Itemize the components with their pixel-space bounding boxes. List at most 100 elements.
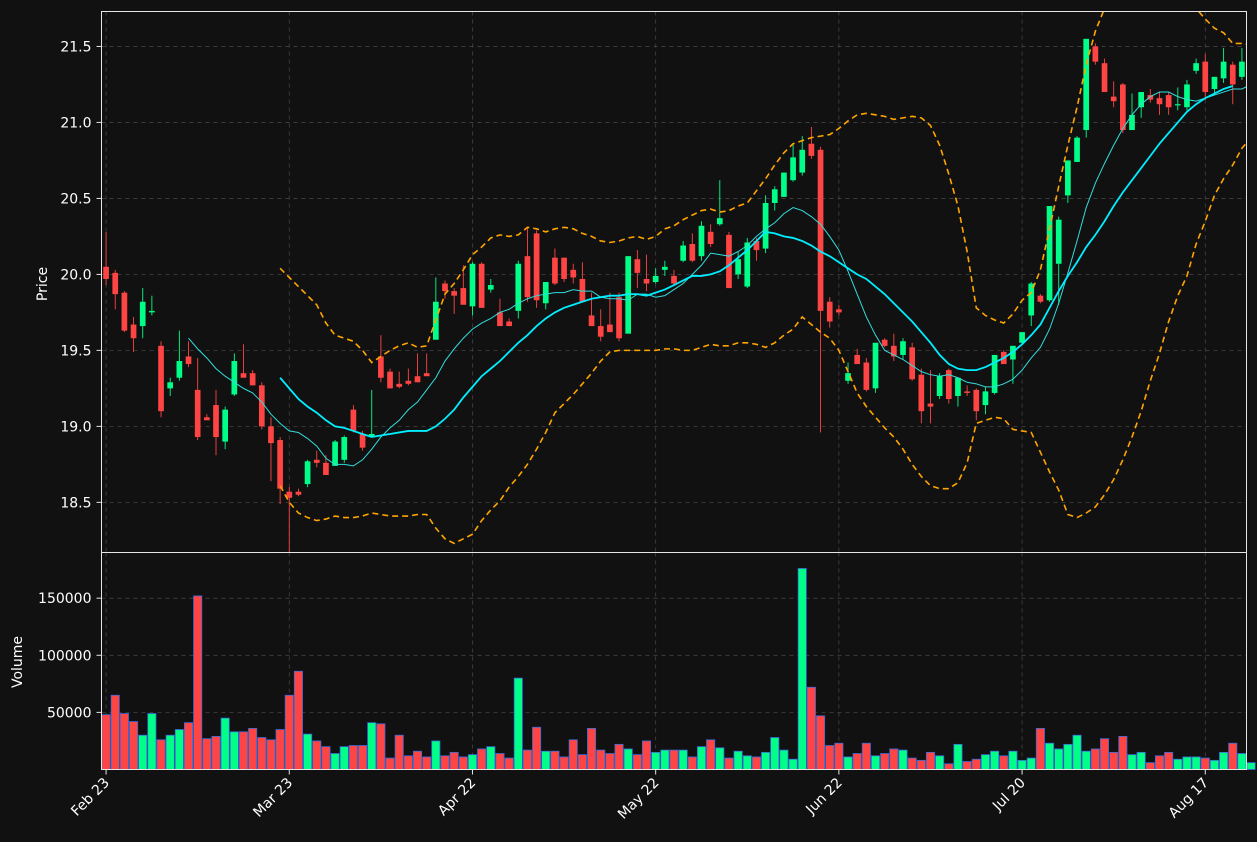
volume-bar — [1136, 751, 1146, 770]
candle-body — [350, 409, 357, 431]
candle-body — [460, 288, 467, 305]
volume-bar — [678, 749, 688, 770]
volume-bar — [248, 727, 258, 770]
candle-body — [167, 382, 174, 389]
volume-bar — [660, 749, 670, 770]
volume-bar — [669, 749, 679, 770]
price-axis-label: Price — [35, 267, 51, 301]
candle-body — [341, 437, 348, 460]
candle-body — [1202, 61, 1209, 93]
candle-body — [616, 297, 622, 339]
price-gridlines — [101, 11, 1247, 553]
candle-body — [378, 356, 384, 378]
volume-bar — [193, 595, 203, 770]
candle-body — [258, 385, 265, 427]
volume-bar — [980, 754, 990, 770]
indicator-group — [188, 11, 1247, 545]
volume-bar — [852, 753, 862, 770]
candle-body — [1156, 98, 1163, 105]
candle-body — [121, 292, 128, 331]
volume-bar — [403, 755, 413, 770]
candle-body — [643, 278, 650, 284]
candle-body — [304, 461, 311, 485]
candle-body — [158, 345, 164, 412]
candle-body — [414, 376, 421, 383]
candle-body — [579, 278, 586, 302]
volume-bar — [587, 727, 597, 770]
candle-body — [570, 269, 577, 278]
volume-bar — [1017, 759, 1027, 770]
volume-bar — [422, 756, 432, 770]
volume-panel-frame — [101, 552, 1247, 770]
volume-ytick-label: 150000 — [38, 591, 91, 607]
candle-body — [854, 354, 861, 365]
volume-bar — [303, 733, 313, 770]
candle-body — [671, 275, 677, 284]
volume-bar — [147, 713, 157, 770]
candle-body — [1065, 160, 1071, 196]
volume-bar — [907, 757, 917, 770]
candle-body — [597, 326, 604, 337]
volume-bar — [706, 739, 716, 770]
candle-body — [607, 324, 613, 333]
volume-bar — [696, 746, 707, 770]
candle-body — [698, 225, 705, 257]
candle-body — [1174, 104, 1181, 106]
candle-body — [149, 310, 155, 313]
candle-body — [634, 259, 641, 273]
candle-body — [881, 339, 888, 346]
volume-bar — [504, 757, 514, 770]
candle-body — [799, 149, 806, 173]
volume-bar — [596, 749, 606, 770]
volume-bar — [486, 746, 496, 770]
volume-bar — [550, 750, 560, 770]
volume-bar — [861, 742, 871, 770]
volume-bar — [440, 755, 450, 770]
candle-body — [927, 403, 934, 407]
candle-body — [423, 373, 430, 377]
candle-body — [652, 275, 659, 282]
price-ytick-label: 20.0 — [60, 267, 91, 283]
candle-body — [716, 218, 723, 225]
volume-bar — [385, 757, 395, 770]
candle-body — [185, 356, 192, 365]
price-ytick-label: 21.0 — [60, 115, 91, 131]
volume-bar — [339, 746, 349, 770]
candle-body — [1055, 219, 1062, 264]
candle-body — [359, 433, 366, 448]
candle-body — [680, 245, 686, 261]
candle-body — [891, 345, 897, 357]
candle-body — [781, 172, 787, 197]
price-ytick-label: 19.0 — [60, 419, 91, 435]
volume-bar — [916, 759, 926, 770]
candle-body — [561, 257, 567, 279]
price-ytick-label: 19.5 — [60, 343, 91, 359]
volume-bar — [1145, 762, 1155, 770]
candle-body — [900, 341, 906, 355]
volume-bar — [1200, 757, 1210, 770]
candle-body — [735, 259, 741, 275]
candle-body — [176, 361, 183, 378]
candle-body — [1083, 38, 1090, 131]
volume-bar — [971, 758, 981, 770]
volume-bar — [202, 738, 212, 770]
volume-bar — [751, 756, 761, 770]
volume-bar — [925, 751, 936, 770]
volume-bar — [687, 756, 697, 770]
volume-bar — [651, 751, 661, 770]
volume-bar — [312, 740, 322, 770]
candle-body — [313, 459, 320, 463]
volume-bar — [101, 714, 111, 770]
volume-bar — [1090, 748, 1100, 770]
volume-bar — [944, 763, 954, 770]
candle-body — [1019, 332, 1025, 343]
candle-body — [753, 240, 760, 251]
volume-bar — [935, 755, 945, 770]
volume-bar — [394, 734, 404, 770]
candle-body — [1193, 63, 1199, 71]
volume-bar — [1118, 735, 1128, 770]
candle-body — [964, 391, 970, 393]
volume-bar — [211, 735, 221, 770]
volume-bar — [348, 745, 358, 770]
